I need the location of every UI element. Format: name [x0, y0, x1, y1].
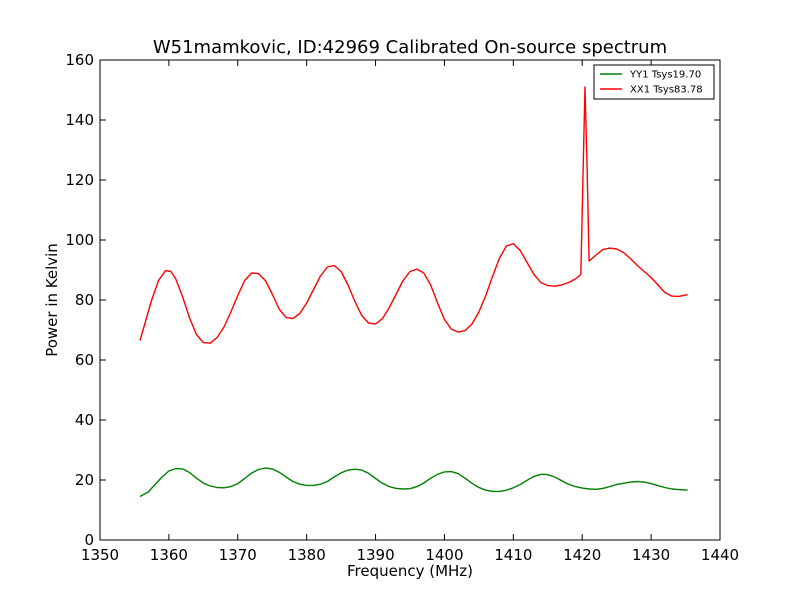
- ticks-layer: 1350 1360 1370 1380 1390 1400 1410 1420 1430 1440…: [65, 51, 739, 564]
- plot-frame: [99, 59, 721, 541]
- y-tick-label: 120: [65, 171, 94, 189]
- legend-label-0: YY1 Tsys19.70: [629, 70, 701, 81]
- x-axis-label: Frequency (MHz): [347, 562, 473, 580]
- legend: YY1 Tsys19.70 XX1 Tsys83.78: [593, 64, 715, 100]
- x-tick-label: 1390: [356, 546, 394, 564]
- series-line-0: [139, 467, 688, 498]
- y-tick-label: 0: [84, 531, 94, 549]
- plot-area: [100, 60, 720, 540]
- x-tick-label: 1380: [288, 546, 326, 564]
- y-tick-label: 40: [75, 411, 94, 429]
- y-axis-label: Power in Kelvin: [43, 243, 61, 357]
- y-tick-label: 20: [75, 471, 94, 489]
- y-tick-label: 160: [65, 51, 94, 69]
- x-tick-label: 1430: [632, 546, 670, 564]
- x-tick-label: 1360: [150, 546, 188, 564]
- y-tick-label: 100: [65, 231, 94, 249]
- y-tick-label: 60: [75, 351, 94, 369]
- legend-box: [593, 64, 715, 100]
- y-tick-label: 80: [75, 291, 94, 309]
- x-tick-label: 1440: [701, 546, 739, 564]
- x-tick-label: 1400: [425, 546, 463, 564]
- y-tick-label: 140: [65, 111, 94, 129]
- series-line-1: [139, 86, 688, 344]
- legend-label-1: XX1 Tsys83.78: [630, 85, 703, 96]
- series-layer: [139, 86, 688, 498]
- x-tick-label: 1420: [563, 546, 601, 564]
- x-tick-label: 1370: [219, 546, 257, 564]
- x-tick-label: 1410: [494, 546, 532, 564]
- x-tick-label: 1350: [81, 546, 119, 564]
- chart-title: W51mamkovic, ID:42969 Calibrated On-sour…: [153, 37, 667, 58]
